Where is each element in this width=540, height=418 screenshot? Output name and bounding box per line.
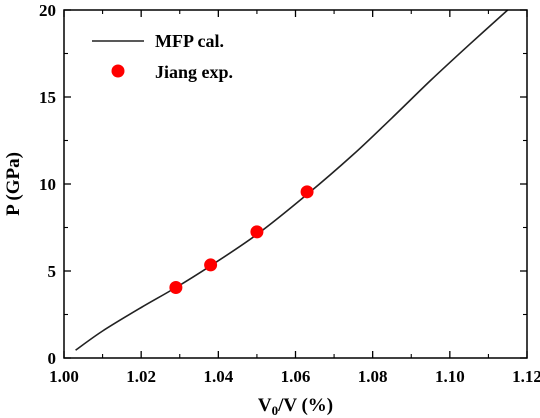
- x-tick-label: 1.08: [358, 367, 388, 386]
- data-point: [250, 225, 264, 239]
- x-axis-title: V0/V (%): [258, 395, 333, 418]
- y-tick-label: 0: [48, 349, 57, 368]
- x-tick-label: 1.02: [126, 367, 156, 386]
- x-axis-title-subscript: 0: [272, 403, 279, 418]
- x-tick-label: 1.10: [435, 367, 465, 386]
- x-tick-label: 1.12: [512, 367, 540, 386]
- x-tick-label: 1.00: [49, 367, 79, 386]
- legend-label-mfp: MFP cal.: [155, 31, 224, 51]
- x-tick-label: 1.04: [203, 367, 233, 386]
- mfp-curve: [75, 9, 509, 351]
- data-point: [300, 185, 314, 199]
- legend-point-swatch: [111, 64, 125, 78]
- data-point: [169, 281, 183, 295]
- axis-layer: 1.00 1.02 1.04 1.06 1.08 1.10 1.1205101520V0/V…: [3, 1, 540, 418]
- data-point: [204, 258, 218, 272]
- x-tick-label: 1.06: [281, 367, 311, 386]
- curve-layer: [75, 9, 509, 351]
- legend: MFP cal. Jiang exp.: [92, 31, 233, 82]
- point-layer: [169, 185, 314, 295]
- y-tick-label: 10: [39, 175, 56, 194]
- y-tick-label: 20: [39, 1, 56, 20]
- legend-label-jiang: Jiang exp.: [155, 62, 233, 82]
- x-axis-title-rest: /V (%): [277, 395, 333, 416]
- y-tick-label: 15: [39, 88, 56, 107]
- plot-frame: [63, 9, 528, 359]
- y-axis-title: P (GPa): [3, 152, 24, 216]
- x-axis-title-main: V: [258, 395, 272, 416]
- y-tick-label: 5: [48, 262, 57, 281]
